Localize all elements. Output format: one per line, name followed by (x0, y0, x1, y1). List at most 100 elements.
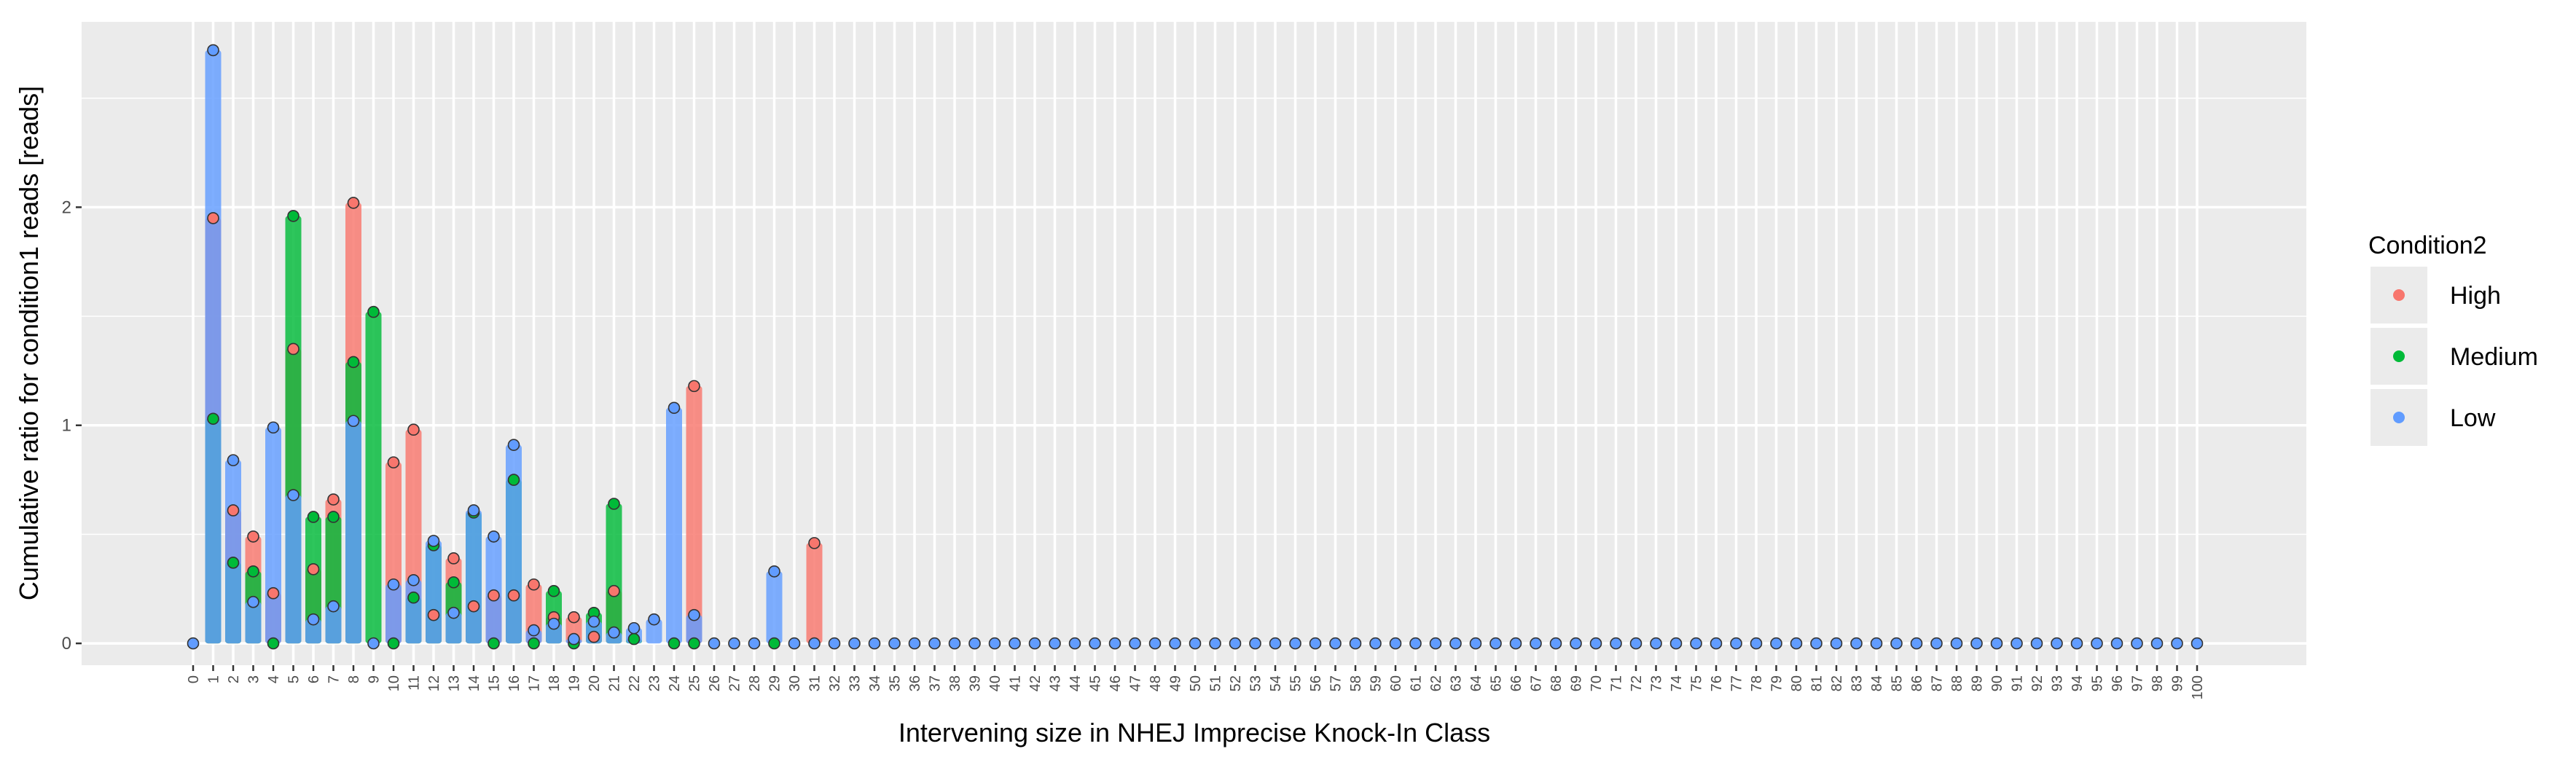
x-tick-label: 68 (1549, 675, 1565, 691)
legend-swatch-high (2393, 289, 2405, 301)
x-tick-label: 21 (607, 675, 623, 691)
bar-low (766, 571, 783, 644)
point-low (1549, 637, 1562, 650)
point-low (1389, 637, 1402, 650)
x-tick-label: 86 (1909, 675, 1925, 691)
x-tick-label: 8 (346, 675, 362, 683)
point-low (1489, 637, 1502, 650)
x-tick-label: 37 (928, 675, 944, 691)
x-tick-label: 41 (1008, 675, 1024, 691)
point-low (1830, 637, 1843, 650)
x-tick-label: 90 (1989, 675, 2005, 691)
point-medium (768, 637, 780, 650)
bar-low (305, 619, 321, 644)
x-tick-label: 66 (1508, 675, 1524, 691)
bar-low (205, 50, 222, 644)
point-medium (528, 637, 540, 650)
point-low (1890, 637, 1903, 650)
point-low (1169, 637, 1181, 650)
x-tick-label: 56 (1308, 675, 1324, 691)
x-axis-label: Intervening size in NHEJ Imprecise Knock… (899, 718, 1490, 748)
point-low (447, 606, 460, 619)
x-tick-label: 99 (2170, 675, 2186, 691)
point-low (668, 401, 681, 415)
x-tick-label: 65 (1489, 675, 1505, 691)
point-high (207, 212, 219, 224)
bar-low (225, 460, 241, 644)
x-tick-label: 73 (1649, 675, 1665, 691)
x-tick-label: 48 (1148, 675, 1164, 691)
point-low (1770, 637, 1782, 650)
x-tick-label: 31 (807, 675, 823, 691)
bar-low (325, 606, 342, 644)
point-low (728, 637, 740, 650)
x-tick-label: 33 (847, 675, 864, 691)
legend: Condition2 High Medium Low (2368, 232, 2538, 446)
point-low (1269, 637, 1282, 650)
bar-low (385, 584, 402, 644)
x-tick-label: 14 (466, 675, 482, 691)
bar-low (265, 427, 281, 644)
point-low (828, 637, 841, 650)
point-low (1089, 637, 1101, 650)
point-medium (507, 474, 520, 486)
point-low (2131, 637, 2143, 650)
x-axis: 0 1 2 3 4 5 6 7 8 9 10 11 12 13 14 15 16 17 18 19 20 21 22 23 24… (186, 665, 2206, 699)
bar-medium (365, 312, 382, 644)
point-low (1629, 637, 1643, 650)
point-low (1970, 637, 1983, 650)
x-tick-label: 16 (506, 675, 522, 691)
point-medium (627, 632, 641, 646)
x-tick-label: 78 (1749, 675, 1765, 691)
y-tick-label: 0 (62, 634, 71, 654)
point-medium (488, 637, 500, 650)
x-tick-label: 81 (1809, 675, 1825, 691)
point-low (2011, 637, 2023, 650)
bar-low (445, 613, 462, 644)
x-tick-label: 11 (407, 675, 423, 691)
x-tick-label: 49 (1168, 675, 1184, 691)
x-tick-label: 77 (1729, 675, 1745, 691)
bar-low (646, 619, 662, 644)
point-low (968, 637, 981, 650)
point-medium (207, 412, 219, 425)
point-low (1669, 637, 1683, 650)
x-tick-label: 25 (687, 675, 703, 691)
x-tick-label: 70 (1589, 675, 1605, 691)
bar-low (426, 541, 442, 644)
point-low (387, 578, 400, 591)
point-high (688, 380, 700, 393)
point-low (1730, 637, 1742, 650)
x-tick-label: 1 (206, 675, 222, 683)
bar-low (466, 510, 482, 644)
point-low (1189, 637, 1202, 650)
point-high (407, 423, 420, 436)
x-tick-label: 96 (2110, 675, 2126, 691)
point-low (648, 613, 660, 626)
x-tick-label: 35 (888, 675, 904, 691)
point-medium (407, 591, 420, 604)
point-low (1950, 637, 1963, 650)
point-low (367, 637, 380, 650)
point-low (2191, 637, 2204, 650)
point-low (868, 637, 881, 650)
x-tick-label: 82 (1829, 675, 1845, 691)
point-medium (347, 356, 360, 369)
point-low (627, 621, 641, 635)
point-low (1229, 637, 1242, 650)
point-low (1750, 637, 1763, 650)
point-high (427, 608, 440, 621)
point-low (547, 617, 560, 630)
x-tick-label: 7 (326, 675, 342, 683)
point-medium (447, 576, 460, 589)
point-high (267, 586, 280, 600)
point-high (507, 589, 520, 602)
x-tick-label: 61 (1409, 675, 1425, 691)
point-low (467, 504, 480, 517)
point-low (948, 637, 961, 650)
x-tick-label: 22 (627, 675, 643, 691)
x-tick-label: 92 (2029, 675, 2045, 691)
x-tick-label: 4 (266, 675, 282, 683)
point-medium (608, 498, 620, 510)
